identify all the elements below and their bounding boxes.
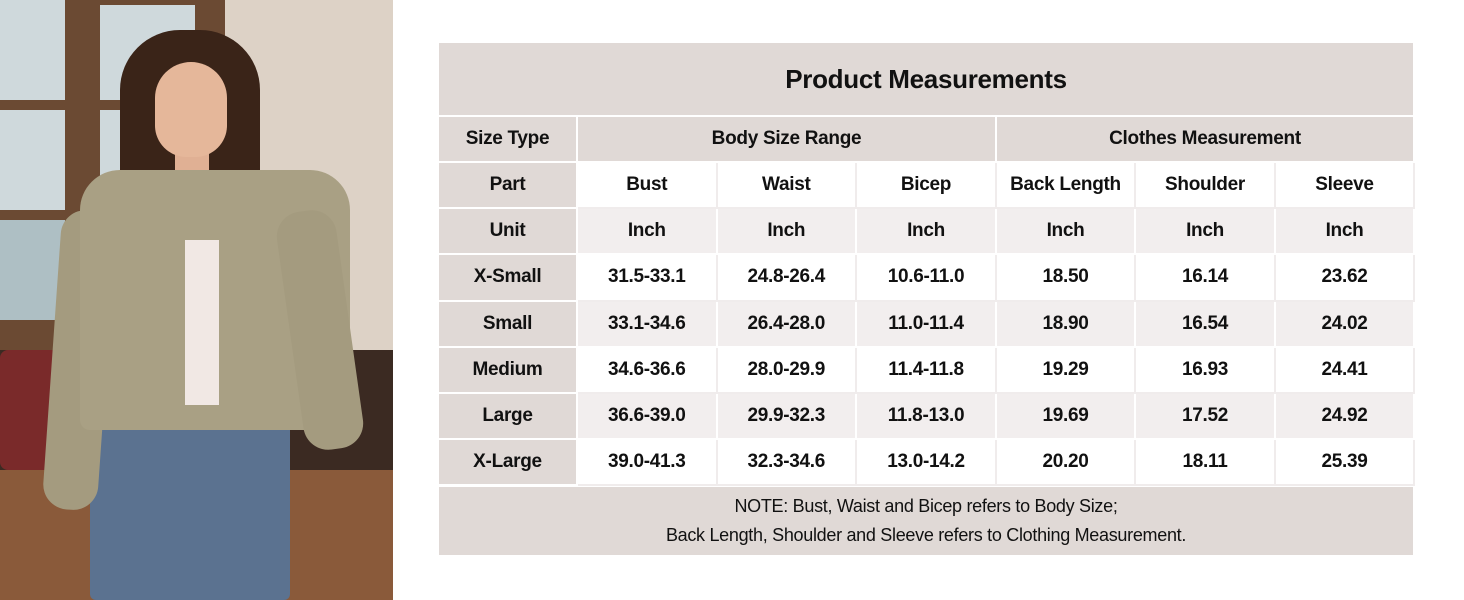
size-label: Large — [439, 394, 578, 441]
table-title: Product Measurements — [439, 43, 1415, 117]
measurement-cell: 29.9-32.3 — [717, 394, 857, 441]
note-line-2: Back Length, Shoulder and Sleeve refers … — [665, 525, 1187, 545]
measurement-cell: 31.5-33.1 — [578, 255, 718, 302]
shirt — [185, 240, 219, 405]
size-chart-table: Product Measurements Size Type Body Size… — [439, 43, 1415, 557]
body-size-range-header: Body Size Range — [578, 117, 997, 163]
measurement-cell: 13.0-14.2 — [857, 440, 997, 487]
note: NOTE: Bust, Waist and Bicep refers to Bo… — [439, 487, 1415, 557]
measurement-cell: 32.3-34.6 — [717, 440, 857, 487]
size-label: X-Large — [439, 440, 578, 487]
part-header: Back Length — [997, 163, 1136, 210]
unit-cell: Inch — [578, 209, 718, 256]
face — [155, 62, 227, 157]
jeans — [90, 410, 290, 600]
clothes-measurement-header: Clothes Measurement — [997, 117, 1415, 163]
measurement-cell: 28.0-29.9 — [717, 347, 857, 394]
part-header: Sleeve — [1276, 163, 1415, 210]
size-label: Small — [439, 301, 578, 348]
measurement-cell: 26.4-28.0 — [717, 301, 857, 348]
measurement-cell: 25.39 — [1276, 440, 1415, 487]
measurement-cell: 17.52 — [1136, 394, 1276, 441]
measurement-cell: 33.1-34.6 — [578, 301, 718, 348]
unit-cell: Inch — [1136, 209, 1276, 256]
measurement-cell: 23.62 — [1276, 255, 1415, 302]
part-header: Shoulder — [1136, 163, 1276, 210]
measurement-cell: 24.41 — [1276, 347, 1415, 394]
measurement-cell: 24.8-26.4 — [717, 255, 857, 302]
measurement-cell: 16.54 — [1136, 301, 1276, 348]
unit-cell: Inch — [1276, 209, 1415, 256]
unit-cell: Inch — [997, 209, 1136, 256]
measurement-cell: 11.4-11.8 — [857, 347, 997, 394]
part-header: Waist — [717, 163, 857, 210]
model-photo — [0, 0, 393, 600]
measurement-cell: 24.92 — [1276, 394, 1415, 441]
unit-cell: Inch — [717, 209, 857, 256]
measurement-cell: 16.14 — [1136, 255, 1276, 302]
size-label: X-Small — [439, 255, 578, 302]
measurement-cell: 20.20 — [997, 440, 1136, 487]
measurement-cell: 24.02 — [1276, 301, 1415, 348]
size-type-header: Size Type — [439, 117, 578, 163]
part-header: Bust — [578, 163, 718, 210]
measurement-cell: 18.11 — [1136, 440, 1276, 487]
measurement-cell: 16.93 — [1136, 347, 1276, 394]
measurement-cell: 19.29 — [997, 347, 1136, 394]
measurement-cell: 11.8-13.0 — [857, 394, 997, 441]
measurement-cell: 18.50 — [997, 255, 1136, 302]
measurement-cell: 19.69 — [997, 394, 1136, 441]
measurement-cell: 34.6-36.6 — [578, 347, 718, 394]
measurement-cell: 18.90 — [997, 301, 1136, 348]
unit-label: Unit — [439, 209, 578, 256]
size-label: Medium — [439, 347, 578, 394]
measurement-cell: 39.0-41.3 — [578, 440, 718, 487]
measurement-cell: 11.0-11.4 — [857, 301, 997, 348]
part-header: Bicep — [857, 163, 997, 210]
measurement-cell: 36.6-39.0 — [578, 394, 718, 441]
measurement-cell: 10.6-11.0 — [857, 255, 997, 302]
note-line-1: NOTE: Bust, Waist and Bicep refers to Bo… — [734, 496, 1118, 516]
unit-cell: Inch — [857, 209, 997, 256]
part-label: Part — [439, 163, 578, 210]
